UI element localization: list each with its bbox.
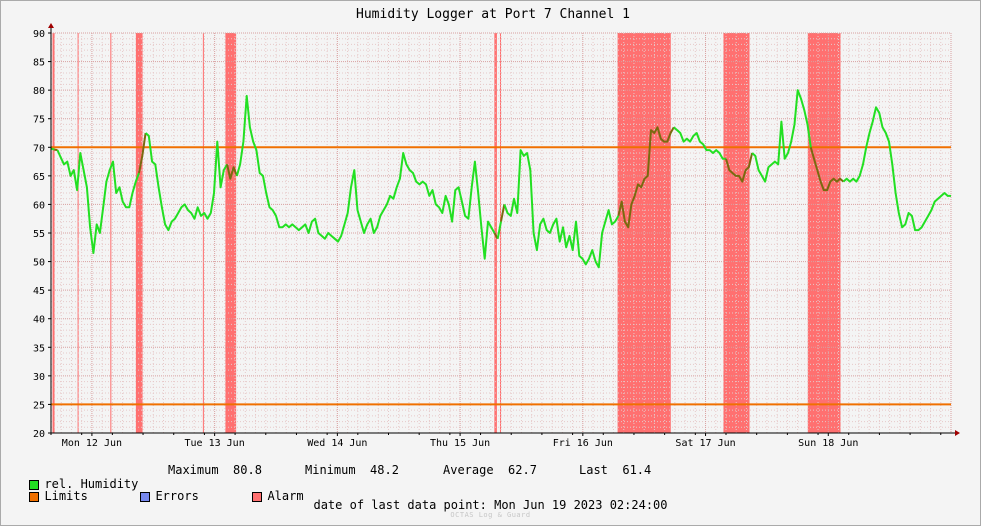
y-tick-label-75: 75 (33, 115, 45, 126)
grid-lines (50, 32, 952, 433)
last-value: 61.4 (622, 463, 652, 477)
avg-value: 62.7 (508, 463, 537, 477)
series-line-segment-3 (138, 132, 147, 174)
legend-alarm-label: Alarm (267, 489, 304, 503)
axes (48, 23, 960, 436)
x-tick-label-5: Sat 17 Jun (675, 438, 735, 449)
avg-label: Average (443, 463, 494, 477)
watermark: OCTAS Log & Guard (450, 511, 531, 519)
y-tick-label-90: 90 (33, 29, 45, 40)
series-line-segment-6 (235, 94, 496, 260)
legend-limits-label: Limits (44, 489, 88, 503)
alarm-periods (52, 33, 841, 433)
y-tick-label-65: 65 (33, 172, 45, 183)
series-line-segment-13 (725, 152, 754, 183)
stat-minimum: Minimum 48.2 (305, 463, 399, 477)
legend-limits: Limits (15, 475, 88, 503)
min-label: Minimum (305, 463, 356, 477)
series-line-segment-11 (617, 126, 675, 229)
series-humidity (50, 89, 951, 269)
y-tick-label-55: 55 (33, 229, 45, 240)
series-line-segment-14 (751, 89, 812, 183)
alarm-band-1 (77, 33, 79, 433)
alarm-swatch (252, 491, 263, 502)
y-tick-label-25: 25 (33, 400, 45, 411)
chart-title: Humidity Logger at Port 7 Channel 1 (356, 7, 630, 22)
legend-humidity-label: rel. Humidity (44, 477, 139, 491)
alarm-band-2 (110, 33, 112, 433)
y-tick-label-85: 85 (33, 58, 45, 69)
y-tick-label-80: 80 (33, 86, 45, 97)
max-value: 80.8 (233, 463, 262, 477)
min-value: 48.2 (370, 463, 399, 477)
legend-errors-label: Errors (155, 489, 199, 503)
x-tick-labels: Mon 12 Jun Tue 13 Jun Wed 14 Jun Thu 15 Jun… (50, 433, 942, 449)
last-label: Last (579, 463, 608, 477)
limit-lines (51, 146, 951, 406)
limits-swatch (29, 491, 40, 502)
errors-swatch (140, 491, 151, 502)
humidity-swatch (29, 479, 40, 490)
x-tick-label-1: Tue 13 Jun (185, 438, 245, 449)
series-line-segment-10 (503, 149, 620, 269)
y-tick-label-40: 40 (33, 315, 45, 326)
alarm-band-5 (225, 33, 237, 433)
y-tick-label-45: 45 (33, 286, 45, 297)
stat-last: Last 61.4 (579, 463, 651, 477)
series-line-segment-12 (673, 126, 726, 160)
series-line-segment-1 (54, 148, 58, 152)
x-axis-arrow (955, 430, 960, 436)
series-line-segment-8 (496, 221, 502, 239)
series-line-segment-9 (500, 204, 506, 222)
series-line-segment-5 (226, 164, 238, 180)
x-tick-label-0: Mon 12 Jun (62, 438, 122, 449)
x-tick-label-6: Sun 18 Jun (798, 438, 858, 449)
y-axis-arrow (48, 23, 54, 28)
y-tick-label-30: 30 (33, 372, 45, 383)
series-line-segment-2 (56, 149, 140, 254)
legend-row-1: rel. Humidity (15, 463, 138, 491)
x-tick-label-2: Wed 14 Jun (307, 438, 367, 449)
y-tick-label-70: 70 (33, 143, 45, 154)
x-tick-label-3: Thu 15 Jun (430, 438, 490, 449)
y-tick-label-60: 60 (33, 200, 45, 211)
alarm-band-7 (499, 33, 501, 433)
series-line-segment-16 (842, 106, 951, 232)
max-label: Maximum (168, 463, 219, 477)
y-tick-label-20: 20 (33, 429, 45, 440)
legend-errors: Errors (126, 475, 199, 503)
stat-average: Average 62.7 (443, 463, 537, 477)
y-tick-labels: 20 25 30 35 40 45 50 55 60 65 70 75 80 85 90 (33, 29, 51, 440)
y-tick-label-35: 35 (33, 343, 45, 354)
legend-alarm: Alarm (238, 475, 304, 503)
series-line-segment-4 (144, 132, 228, 232)
series-line-segment-15 (809, 147, 845, 192)
stat-maximum: Maximum 80.8 (168, 463, 262, 477)
last-data-point-text: date of last data point: Mon Jun 19 2023… (313, 498, 668, 512)
y-tick-label-50: 50 (33, 258, 45, 269)
series-line-segment-0 (50, 147, 55, 151)
x-tick-label-4: Fri 16 Jun (553, 438, 613, 449)
